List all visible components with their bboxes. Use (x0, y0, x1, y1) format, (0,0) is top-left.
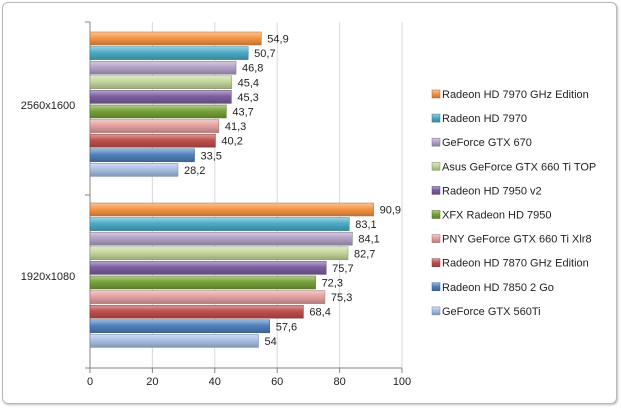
bar (89, 304, 304, 319)
bar (89, 60, 237, 75)
data-label: 75,7 (332, 263, 353, 275)
bar (89, 246, 349, 261)
bar (89, 290, 326, 304)
data-label: 40,2 (221, 136, 242, 148)
data-label: 57,6 (276, 321, 297, 333)
data-label: 45,4 (238, 77, 259, 89)
legend-label: PNY GeForce GTX 660 Ti Xlr8 (442, 234, 592, 246)
data-label: 28,2 (184, 165, 205, 177)
data-label: 54,9 (267, 34, 288, 46)
x-tick-label: 80 (333, 376, 345, 388)
legend-label: GeForce GTX 670 (442, 137, 532, 149)
legend-swatch (431, 282, 441, 292)
legend-swatch (431, 137, 441, 147)
y-category-label: 2560x1600 (21, 100, 75, 112)
legend-swatch (431, 113, 441, 123)
legend-label: Radeon HD 7850 2 Go (442, 282, 554, 294)
data-label: 33,5 (201, 150, 222, 162)
legend-swatch (431, 210, 441, 219)
data-label: 50,7 (254, 48, 275, 60)
legend-label: Radeon HD 7970 GHz Edition (442, 89, 589, 101)
data-label: 83,1 (355, 219, 376, 231)
bar (89, 133, 216, 148)
bar (89, 148, 195, 163)
data-label: 46,8 (242, 63, 263, 75)
legend-label: Radeon HD 7870 GHz Edition (442, 258, 589, 270)
legend-label: Asus GeForce GTX 660 Ti TOP (442, 161, 596, 173)
bar (89, 90, 232, 104)
bar (89, 119, 220, 133)
x-tick-label: 100 (393, 376, 411, 388)
bar (89, 46, 249, 60)
bar (89, 275, 316, 290)
legend-label: Radeon HD 7970 (442, 113, 527, 125)
data-label: 54 (264, 336, 276, 348)
bar (89, 217, 350, 231)
bar (89, 334, 259, 348)
x-tick-label: 0 (87, 376, 93, 388)
legend-swatch (431, 258, 441, 267)
data-label: 84,1 (358, 234, 379, 246)
bar (89, 261, 327, 275)
data-label: 90,9 (380, 205, 401, 217)
data-label: 68,4 (309, 307, 330, 319)
bar (89, 104, 227, 119)
bar (89, 163, 179, 177)
legend-swatch (431, 89, 441, 99)
bar (89, 202, 374, 217)
legend-label: XFX Radeon HD 7950 (442, 210, 551, 222)
legend-swatch (431, 234, 441, 243)
bar (89, 75, 232, 90)
bar (89, 319, 270, 334)
bar (89, 231, 353, 246)
y-category-label: 1920x1080 (21, 271, 75, 283)
data-label: 41,3 (225, 121, 246, 133)
legend-swatch (431, 162, 441, 171)
data-label: 75,3 (331, 292, 352, 304)
legend-label: GeForce GTX 560Ti (442, 306, 541, 318)
x-tick-label: 60 (271, 376, 283, 388)
legend-swatch (431, 306, 441, 316)
data-label: 45,3 (237, 92, 258, 104)
legend-label: Radeon HD 7950 v2 (442, 185, 542, 197)
x-tick-label: 20 (146, 376, 158, 388)
data-label: 43,7 (232, 107, 253, 119)
x-tick-label: 40 (209, 376, 221, 388)
data-label: 82,7 (354, 248, 375, 260)
data-label: 72,3 (322, 278, 343, 290)
legend-swatch (431, 186, 441, 195)
bar (89, 31, 262, 46)
